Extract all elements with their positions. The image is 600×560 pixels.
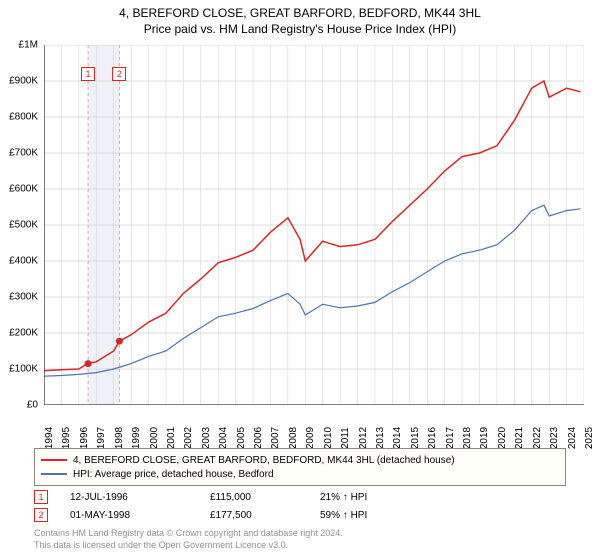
y-tick-label: £500K bbox=[9, 220, 38, 231]
y-tick-label: £900K bbox=[9, 76, 38, 87]
x-tick-label: 2019 bbox=[479, 427, 490, 449]
x-tick-label: 1999 bbox=[131, 427, 142, 449]
sales-table: 1 12-JUL-1996£115,00021% ↑ HPI 2 01-MAY-199… bbox=[34, 488, 566, 524]
legend-swatch bbox=[41, 459, 67, 461]
legend-row: 4, BEREFORD CLOSE, GREAT BARFORD, BEDFOR… bbox=[41, 453, 559, 467]
title-block: 4, BEREFORD CLOSE, GREAT BARFORD, BEDFOR… bbox=[0, 0, 600, 36]
sale-marker-badge: 1 bbox=[34, 490, 48, 504]
sale-marker: 1 bbox=[81, 67, 95, 81]
x-tick-label: 2022 bbox=[532, 427, 543, 449]
legend-box: 4, BEREFORD CLOSE, GREAT BARFORD, BEDFOR… bbox=[34, 448, 566, 486]
x-tick-label: 1995 bbox=[61, 427, 72, 449]
x-tick-label: 2003 bbox=[201, 427, 212, 449]
x-tick-label: 2025 bbox=[584, 427, 595, 449]
chart-svg bbox=[44, 45, 584, 405]
y-tick-label: £700K bbox=[9, 148, 38, 159]
sale-vs-hpi: 59% ↑ HPI bbox=[320, 510, 470, 521]
footer-line-2: This data is licensed under the Open Gov… bbox=[34, 540, 343, 552]
chart-area: 12 bbox=[44, 45, 584, 405]
title-address: 4, BEREFORD CLOSE, GREAT BARFORD, BEDFOR… bbox=[0, 6, 600, 20]
x-tick-label: 1998 bbox=[114, 427, 125, 449]
x-axis-labels: 1994 1995 1996 1997 1998 1999 2000 2001 2002 2003… bbox=[44, 408, 584, 448]
x-tick-label: 2006 bbox=[253, 427, 264, 449]
x-tick-label: 2008 bbox=[288, 427, 299, 449]
sales-table-row: 1 12-JUL-1996£115,00021% ↑ HPI bbox=[34, 488, 566, 506]
footer-line-1: Contains HM Land Registry data © Crown c… bbox=[34, 528, 343, 540]
x-tick-label: 2016 bbox=[427, 427, 438, 449]
x-tick-label: 2020 bbox=[497, 427, 508, 449]
x-tick-label: 2009 bbox=[305, 427, 316, 449]
x-tick-label: 2010 bbox=[323, 427, 334, 449]
legend-label: HPI: Average price, detached house, Bedf… bbox=[73, 469, 274, 480]
sale-marker-badge: 2 bbox=[34, 508, 48, 522]
x-tick-label: 2021 bbox=[514, 427, 525, 449]
y-tick-label: £300K bbox=[9, 292, 38, 303]
y-tick-label: £600K bbox=[9, 184, 38, 195]
x-tick-label: 2013 bbox=[375, 427, 386, 449]
y-axis-labels: £0£100K£200K£300K£400K£500K£600K£700K£80… bbox=[0, 45, 40, 405]
sale-vs-hpi: 21% ↑ HPI bbox=[320, 492, 470, 503]
x-tick-label: 2012 bbox=[358, 427, 369, 449]
sale-price: £177,500 bbox=[210, 510, 320, 521]
y-tick-label: £100K bbox=[9, 364, 38, 375]
x-tick-label: 2007 bbox=[270, 427, 281, 449]
sale-price: £115,000 bbox=[210, 492, 320, 503]
legend-label: 4, BEREFORD CLOSE, GREAT BARFORD, BEDFOR… bbox=[73, 455, 455, 466]
x-tick-label: 2002 bbox=[183, 427, 194, 449]
x-tick-label: 2018 bbox=[462, 427, 473, 449]
chart-container: 4, BEREFORD CLOSE, GREAT BARFORD, BEDFOR… bbox=[0, 0, 600, 560]
x-tick-label: 2023 bbox=[549, 427, 560, 449]
legend-swatch bbox=[41, 473, 67, 475]
x-tick-label: 2000 bbox=[149, 427, 160, 449]
y-tick-label: £200K bbox=[9, 328, 38, 339]
x-tick-label: 2015 bbox=[410, 427, 421, 449]
title-subtitle: Price paid vs. HM Land Registry's House … bbox=[0, 22, 600, 36]
x-tick-label: 2005 bbox=[236, 427, 247, 449]
x-tick-label: 1997 bbox=[96, 427, 107, 449]
sales-table-row: 2 01-MAY-1998£177,50059% ↑ HPI bbox=[34, 506, 566, 524]
sale-date: 12-JUL-1996 bbox=[70, 492, 210, 503]
legend-row: HPI: Average price, detached house, Bedf… bbox=[41, 467, 559, 481]
y-tick-label: £400K bbox=[9, 256, 38, 267]
x-tick-label: 1994 bbox=[44, 427, 55, 449]
y-tick-label: £0 bbox=[27, 400, 38, 411]
y-tick-label: £1M bbox=[19, 40, 38, 51]
x-tick-label: 2001 bbox=[166, 427, 177, 449]
x-tick-label: 2014 bbox=[392, 427, 403, 449]
x-tick-label: 2004 bbox=[218, 427, 229, 449]
sale-date: 01-MAY-1998 bbox=[70, 510, 210, 521]
x-tick-label: 1996 bbox=[79, 427, 90, 449]
x-tick-label: 2011 bbox=[340, 427, 351, 449]
sale-marker: 2 bbox=[112, 67, 126, 81]
footer-attribution: Contains HM Land Registry data © Crown c… bbox=[34, 528, 343, 551]
x-tick-label: 2017 bbox=[445, 427, 456, 449]
y-tick-label: £800K bbox=[9, 112, 38, 123]
x-tick-label: 2024 bbox=[567, 427, 578, 449]
